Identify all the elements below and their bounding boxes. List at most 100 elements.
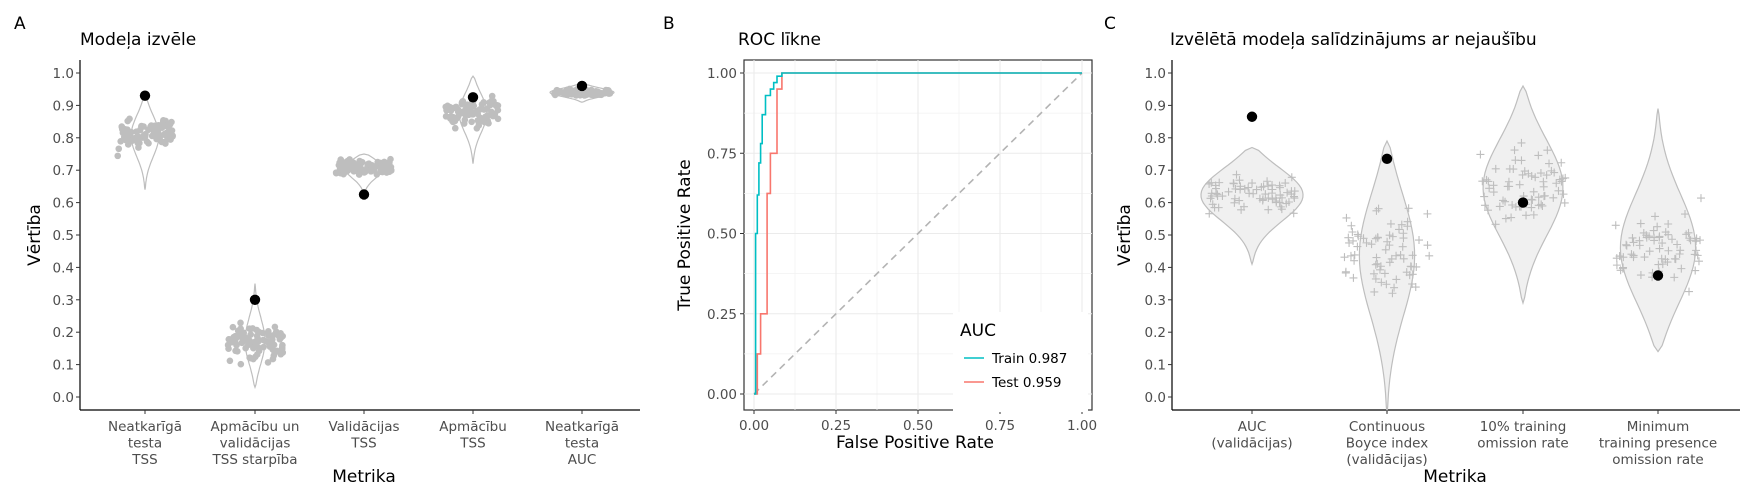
jitter-point <box>494 115 502 123</box>
jitter-point <box>1691 266 1700 275</box>
jitter-point <box>1263 177 1272 186</box>
jitter-point <box>485 119 492 127</box>
jitter-point <box>159 117 167 124</box>
selected-model-point <box>1246 111 1258 122</box>
c-ytick-label: 0.7 <box>1145 163 1166 179</box>
panel-c-points <box>1205 111 1705 298</box>
jitter-point <box>451 124 459 132</box>
jitter-point <box>1686 236 1695 245</box>
jitter-point <box>1491 164 1500 173</box>
jitter-point <box>1370 287 1379 296</box>
jitter-point <box>1528 196 1537 205</box>
jitter-point <box>1668 235 1677 244</box>
violin-shape <box>1358 139 1416 414</box>
a-ytick-label: 0.0 <box>53 390 74 406</box>
jitter-point <box>483 105 491 112</box>
jitter-point <box>1408 251 1417 260</box>
jitter-point <box>1670 273 1679 282</box>
jitter-point <box>1350 256 1359 265</box>
jitter-point <box>1406 262 1415 271</box>
a-ytick-label: 0.5 <box>53 228 74 244</box>
jitter-point <box>226 357 234 365</box>
jitter-point <box>1654 260 1663 269</box>
jitter-point <box>1539 182 1548 191</box>
jitter-point <box>1505 182 1514 191</box>
xtick-label: Continuous Boyce index (validācijas) <box>1346 419 1428 468</box>
jitter-point <box>364 160 372 168</box>
jitter-point <box>1549 193 1558 202</box>
jitter-point <box>1664 219 1673 228</box>
jitter-point <box>1559 190 1568 199</box>
jitter-point <box>1268 181 1277 190</box>
a-ytick-label: 0.8 <box>53 131 74 147</box>
panel-b-lines <box>753 72 1083 395</box>
jitter-point <box>1495 202 1504 211</box>
jitter-point <box>1411 283 1420 292</box>
jitter-point <box>1252 185 1261 194</box>
jitter-point <box>342 165 350 173</box>
jitter-point <box>1212 189 1221 198</box>
panel-b-tag: B <box>663 14 675 34</box>
jitter-point <box>383 166 390 174</box>
jitter-point <box>1402 268 1411 277</box>
jitter-point <box>1340 253 1349 262</box>
jitter-point <box>1353 230 1362 239</box>
jitter-point <box>269 355 277 363</box>
jitter-point <box>493 101 500 109</box>
jitter-point <box>225 345 232 353</box>
jitter-point <box>1377 278 1386 287</box>
jitter-point <box>277 350 285 358</box>
jitter-point <box>120 133 128 141</box>
jitter-point <box>1611 221 1620 230</box>
jitter-point <box>461 116 469 124</box>
panel-b: B ROC līkne 0.00 0.25 0.50 0.75 1.00 0.00 0.25… <box>663 14 1097 453</box>
xtick-label: Neatkarīgā testa AUC <box>545 419 619 468</box>
jitter-point <box>1349 236 1358 245</box>
jitter-point <box>1645 247 1654 256</box>
jitter-point <box>1290 194 1299 203</box>
selected-model-point <box>1381 153 1393 165</box>
jitter-point <box>1392 251 1401 260</box>
jitter-point <box>442 113 450 120</box>
c-ytick-label: 0.2 <box>1145 325 1166 341</box>
jitter-point <box>1415 236 1424 245</box>
jitter-point <box>1692 234 1701 243</box>
jitter-point <box>1552 179 1561 188</box>
jitter-point <box>1510 146 1519 155</box>
jitter-point <box>1229 179 1238 188</box>
panel-b-xlabel: False Positive Rate <box>836 433 994 453</box>
violin-shape <box>244 283 266 390</box>
jitter-point <box>252 342 259 350</box>
panel-c-xlabel: Metrika <box>1423 467 1486 487</box>
jitter-point <box>1362 238 1371 247</box>
a-ytick-label: 0.2 <box>53 325 74 341</box>
jitter-point <box>1345 238 1354 247</box>
b-ytick-label: 0.50 <box>707 227 737 243</box>
jitter-point <box>1287 173 1296 182</box>
jitter-point <box>1373 259 1382 268</box>
jitter-point <box>1522 211 1531 220</box>
violin-shape <box>1200 146 1304 267</box>
panel-c-violins <box>1200 84 1697 414</box>
selected-model-point <box>139 90 151 101</box>
jitter-point <box>482 113 489 121</box>
jitter-point <box>1281 179 1290 188</box>
jitter-point <box>1350 250 1359 259</box>
jitter-point <box>1484 206 1492 215</box>
jitter-point <box>1349 273 1358 282</box>
jitter-point <box>1640 253 1649 262</box>
jitter-point <box>1480 201 1489 210</box>
a-ytick-label: 0.6 <box>53 196 74 212</box>
c-ytick-label: 0.4 <box>1145 260 1166 276</box>
jitter-point <box>1395 225 1404 234</box>
jitter-point <box>1629 238 1638 247</box>
jitter-point <box>1348 228 1357 237</box>
jitter-point <box>1655 244 1664 253</box>
jitter-point <box>1527 203 1536 212</box>
jitter-point <box>1264 194 1273 203</box>
jitter-point <box>1386 219 1395 228</box>
jitter-point <box>559 89 566 96</box>
jitter-point <box>247 331 255 338</box>
jitter-point <box>1371 260 1380 269</box>
jitter-point <box>1385 231 1394 240</box>
